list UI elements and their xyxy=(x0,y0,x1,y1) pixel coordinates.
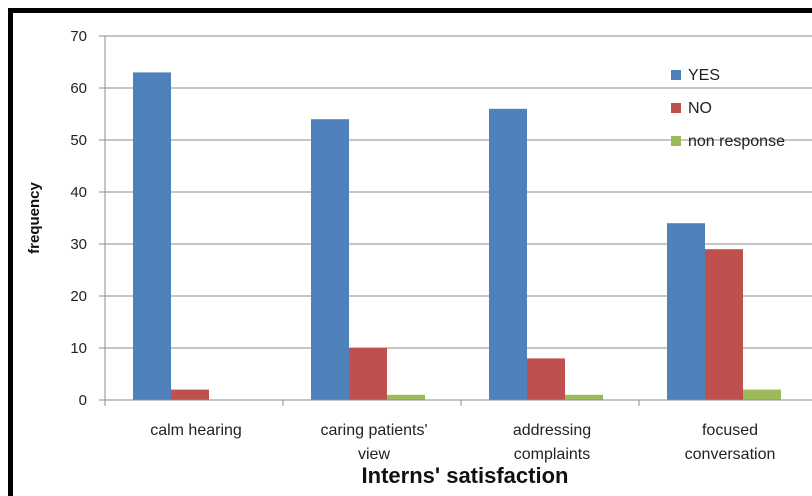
legend-swatch xyxy=(671,103,681,113)
bar-yes xyxy=(489,108,527,401)
x-axis-label: Interns' satisfaction xyxy=(362,463,569,488)
y-tick-label: 0 xyxy=(79,392,87,409)
x-category-label: caring patients' xyxy=(320,422,427,439)
bar-no xyxy=(171,389,209,400)
legend-label: NO xyxy=(688,100,712,117)
x-category-label: addressing xyxy=(513,422,591,439)
legend-swatch xyxy=(671,136,681,146)
legend: YES NO non response xyxy=(671,67,785,150)
bar-non-response xyxy=(565,394,603,400)
legend-label: non response xyxy=(688,133,785,150)
x-category-label: calm hearing xyxy=(150,422,242,439)
bar-non-response xyxy=(387,394,425,400)
y-tick-label: 60 xyxy=(70,80,87,97)
x-category-label: complaints xyxy=(514,446,590,463)
x-category-label: focused xyxy=(702,422,758,439)
x-category-label: view xyxy=(358,446,390,463)
y-tick-label: 70 xyxy=(70,28,87,45)
y-tick-labels: 0 10 20 30 40 50 60 70 xyxy=(70,28,87,409)
x-category-label: conversation xyxy=(685,446,776,463)
y-tick-label: 50 xyxy=(70,132,87,149)
bar-no xyxy=(705,249,743,400)
bar-no xyxy=(527,358,565,400)
bar-yes xyxy=(311,119,349,400)
y-tick-label: 20 xyxy=(70,288,87,305)
bars xyxy=(133,72,781,401)
x-category-labels: calm hearing caring patients' view addressi… xyxy=(150,422,775,463)
gridlines xyxy=(105,35,812,349)
y-tick-label: 30 xyxy=(70,236,87,253)
axes xyxy=(99,35,812,406)
bar-chart: 0 10 20 30 40 50 60 70 calm hearing caring patie… xyxy=(26,28,812,488)
bar-yes xyxy=(667,223,705,400)
y-tick-label: 40 xyxy=(70,184,87,201)
y-tick-label: 10 xyxy=(70,340,87,357)
legend-label: YES xyxy=(688,67,720,84)
chart-frame: 0 10 20 30 40 50 60 70 calm hearing caring patie… xyxy=(8,8,812,496)
y-axis-label: frequency xyxy=(26,182,43,254)
bar-no xyxy=(349,348,387,400)
bar-non-response xyxy=(743,389,781,400)
bar-yes xyxy=(133,72,171,401)
legend-swatch xyxy=(671,70,681,80)
